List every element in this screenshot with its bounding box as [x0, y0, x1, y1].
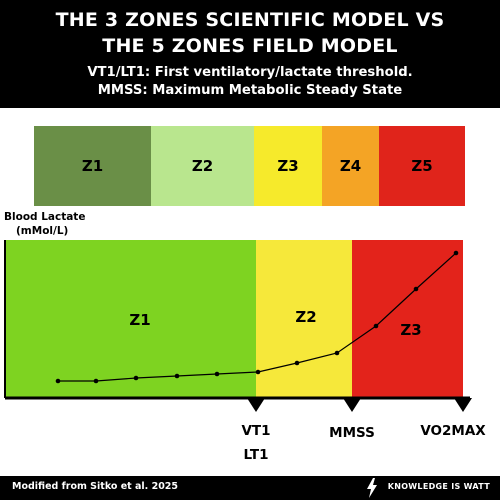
lactate-points: [55, 250, 459, 384]
vt1-label: VT1: [241, 423, 271, 439]
five-zone-2: Z2: [151, 126, 254, 206]
five-zone-4: Z4: [322, 126, 379, 206]
vt1-marker: [247, 398, 265, 412]
five-zone-5: Z5: [379, 126, 465, 206]
vo2max-marker: [454, 398, 472, 412]
three-zone-3-label: Z3: [400, 321, 421, 339]
three-zone-2-label: Z2: [295, 308, 316, 326]
subtitle-line-1: VT1/LT1: First ventilatory/lactate thres…: [87, 65, 413, 80]
three-zone-3-area: [352, 240, 463, 398]
title-line-1: THE 3 ZONES SCIENTIFIC MODEL VS: [55, 9, 445, 31]
subtitle-line-2: MMSS: Maximum Metabolic Steady State: [97, 83, 403, 98]
footer: Modified from Sitko et al. 2025 KNOWLEDG…: [0, 476, 500, 500]
three-zone-1-label: Z1: [129, 311, 150, 329]
five-zone-1: Z1: [34, 126, 151, 206]
header: THE 3 ZONES SCIENTIFIC MODEL VS THE 5 ZO…: [0, 0, 500, 108]
three-zone-2-area: [256, 240, 352, 398]
y-axis-label-line-2: (mMol/L): [16, 225, 69, 237]
mmss-label: MMSS: [329, 425, 375, 441]
mmss-marker: [343, 398, 361, 412]
source-note: Modified from Sitko et al. 2025: [12, 481, 179, 492]
brand-logo: KNOWLEDGE IS WATT: [387, 482, 490, 491]
vo2max-label: VO2MAX: [420, 423, 486, 439]
title-line-2: THE 5 ZONES FIELD MODEL: [102, 35, 398, 57]
lightning-bolt-icon: [367, 478, 377, 498]
lt1-label: LT1: [243, 447, 269, 463]
three-zone-1-area: [5, 240, 256, 398]
y-axis-label-line-1: Blood Lactate: [4, 211, 86, 223]
five-zone-3: Z3: [254, 126, 322, 206]
